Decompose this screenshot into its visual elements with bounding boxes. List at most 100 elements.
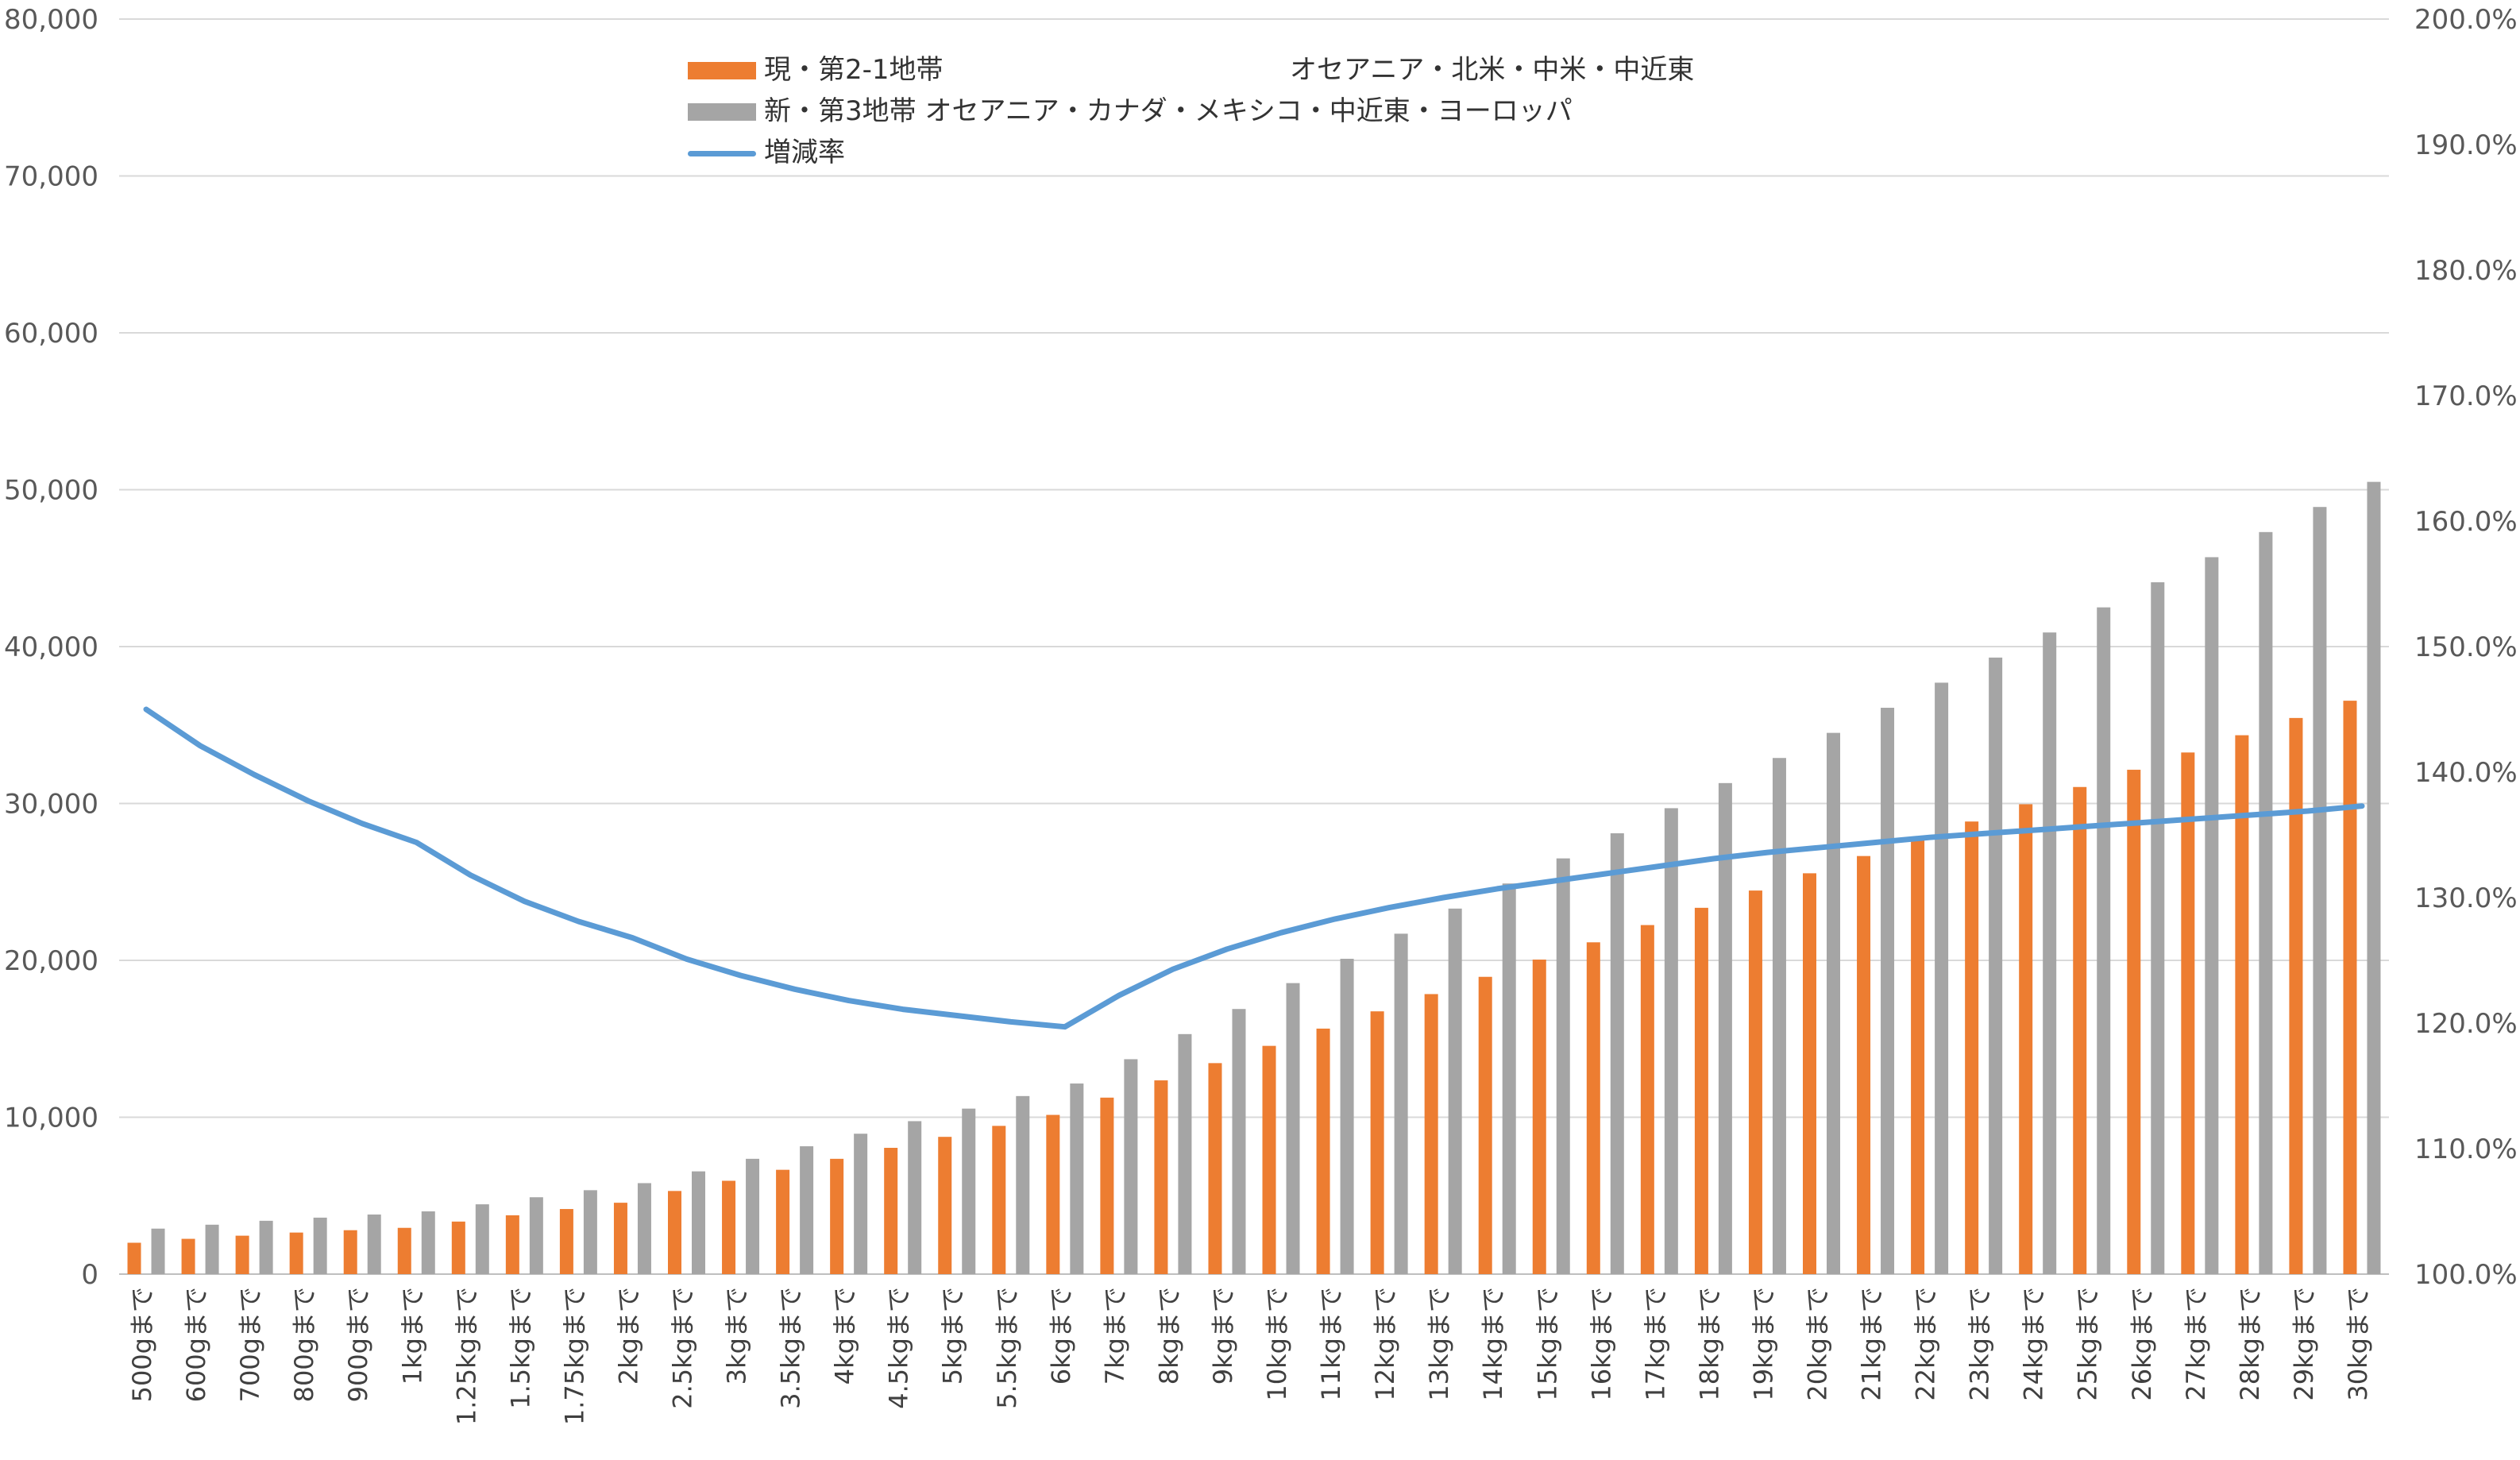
legend-swatch-rate [688, 151, 756, 156]
bar-current [1046, 1114, 1060, 1274]
bar-new [1772, 758, 1786, 1274]
bar-current [2343, 701, 2357, 1274]
x-tick-label: 1kgまで [397, 1287, 427, 1385]
bar-current [181, 1238, 195, 1274]
legend-label-rate: 増減率 [764, 137, 845, 168]
legend-label-current: 現・第2-1地帯 [764, 54, 944, 86]
x-tick-label: 1.25kgまで [451, 1287, 481, 1425]
bar-new [1881, 708, 1895, 1274]
x-tick-label: 800gまで [289, 1287, 319, 1402]
y-right-tick-label: 120.0% [2414, 1008, 2518, 1040]
bar-current [235, 1235, 249, 1274]
y-left-tick-label: 0 [81, 1259, 98, 1291]
x-tick-label: 19kgまで [1748, 1287, 1778, 1401]
bar-new [746, 1158, 760, 1274]
y-right-tick-label: 190.0% [2414, 129, 2518, 161]
x-tick-label: 30kgまで [2343, 1287, 2373, 1401]
bar-new [1016, 1095, 1030, 1274]
x-tick-label: 26kgまで [2127, 1287, 2157, 1401]
x-tick-label: 13kgまで [1424, 1287, 1454, 1401]
bar-new [1178, 1033, 1192, 1274]
y-axis-left: 0 10,000 20,000 30,000 40,000 50,000 60,000 70,… [4, 4, 98, 1291]
legend-swatch-current [688, 62, 756, 79]
x-tick-label: 25kgまで [2073, 1287, 2103, 1401]
bar-current [1424, 994, 1438, 1274]
bar-current [1478, 976, 1492, 1274]
x-tick-label: 5.5kgまで [992, 1287, 1022, 1409]
bar-current [2127, 770, 2141, 1274]
bar-new [2097, 607, 2111, 1274]
bar-current [992, 1126, 1006, 1274]
bar-new [1070, 1083, 1084, 1274]
x-axis: 500gまで 600gまで 700gまで 800gまで 900gまで 1kgまで 1.25k… [127, 1287, 2373, 1425]
bar-current [1694, 907, 1708, 1274]
y-axis-right: 100.0% 110.0% 120.0% 130.0% 140.0% 150.0% 160.… [2414, 4, 2518, 1291]
bar-new [1394, 933, 1408, 1274]
bar-current [668, 1191, 681, 1274]
bar-new [962, 1108, 976, 1274]
bar-current [127, 1242, 141, 1274]
bar-new [1664, 808, 1678, 1274]
bar-current [1100, 1097, 1114, 1274]
bar-new [421, 1211, 435, 1274]
y-left-tick-label: 40,000 [4, 632, 98, 663]
x-tick-label: 15kgまで [1532, 1287, 1562, 1401]
x-tick-label: 12kgまで [1370, 1287, 1400, 1401]
bar-current [1208, 1063, 1222, 1274]
bar-new [854, 1134, 868, 1274]
bar-current [1586, 942, 1600, 1274]
bar-current [1965, 821, 1979, 1274]
bar-new [1827, 732, 1840, 1274]
bar-current [1857, 856, 1871, 1274]
line-series [143, 706, 2365, 1030]
y-right-tick-label: 180.0% [2414, 255, 2518, 287]
bar-new [1718, 782, 1732, 1274]
bar-current [1748, 890, 1762, 1274]
y-right-tick-label: 200.0% [2414, 4, 2518, 36]
x-tick-label: 9kgまで [1208, 1287, 1238, 1385]
y-left-tick-label: 30,000 [4, 789, 98, 821]
bar-new [1340, 959, 1354, 1274]
x-tick-label: 11kgまで [1316, 1287, 1346, 1401]
bar-current [830, 1158, 844, 1274]
bar-new [2259, 531, 2273, 1274]
bar-new [2205, 557, 2219, 1274]
x-tick-label: 700gまで [235, 1287, 265, 1402]
x-tick-label: 3kgまで [722, 1287, 752, 1385]
bar-current [884, 1148, 898, 1274]
bar-current [343, 1230, 357, 1274]
x-tick-label: 7kgまで [1100, 1287, 1130, 1385]
bar-current [1640, 925, 1654, 1274]
legend-label-new: 新・第3地帯 オセアニア・カナダ・メキシコ・中近東・ヨーロッパ [764, 95, 1573, 127]
bar-new [313, 1217, 327, 1274]
x-tick-label: 1.75kgまで [559, 1287, 589, 1425]
y-left-tick-label: 20,000 [4, 945, 98, 977]
bar-current [1316, 1028, 1330, 1274]
y-left-tick-label: 70,000 [4, 161, 98, 193]
bar-current [289, 1232, 303, 1274]
x-tick-label: 600gまで [181, 1287, 211, 1402]
bar-new [1502, 883, 1516, 1274]
x-tick-label: 2.5kgまで [668, 1287, 698, 1409]
y-left-tick-label: 60,000 [4, 318, 98, 350]
x-tick-label: 4.5kgまで [884, 1287, 914, 1409]
bar-new [1286, 983, 1300, 1274]
bar-new [1610, 833, 1624, 1274]
legend-item-new: 新・第3地帯 オセアニア・カナダ・メキシコ・中近東・ヨーロッパ [681, 91, 1873, 132]
bar-current [505, 1215, 519, 1274]
bar-new [1448, 908, 1462, 1274]
x-tick-label: 28kgまで [2235, 1287, 2265, 1401]
bar-new [800, 1146, 814, 1274]
bar-series [127, 481, 2381, 1274]
bar-new [1232, 1009, 1246, 1274]
bar-current [1154, 1080, 1168, 1274]
legend-item-current: 現・第2-1地帯 オセアニア・北米・中米・中近東 [681, 49, 1873, 91]
bar-current [613, 1203, 627, 1274]
bar-new [2313, 507, 2327, 1274]
y-right-tick-label: 130.0% [2414, 883, 2518, 914]
x-tick-label: 8kgまで [1154, 1287, 1184, 1385]
legend-label-current-regions: オセアニア・北米・中米・中近東 [1290, 54, 1695, 86]
bar-new [908, 1121, 922, 1274]
bar-current [1911, 838, 1925, 1274]
